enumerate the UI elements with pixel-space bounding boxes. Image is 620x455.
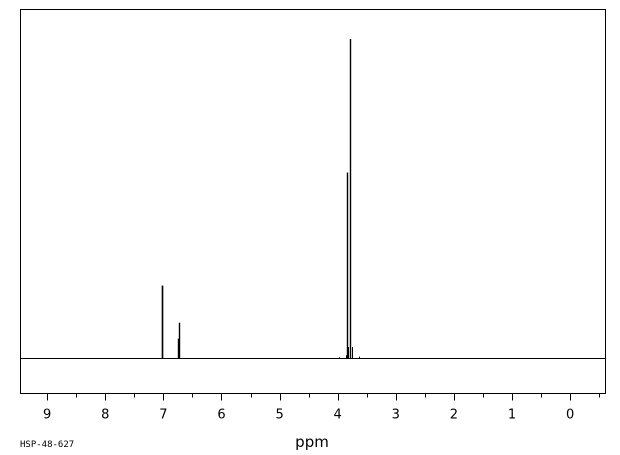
x-tick-label: 5 [275, 408, 283, 423]
x-tick-label: 9 [43, 408, 51, 423]
x-tick-label: 0 [566, 408, 574, 423]
x-tick-label: 3 [392, 408, 400, 423]
x-axis-ticks: 9 8 7 6 5 4 3 2 1 0 [43, 393, 600, 423]
x-tick-label: 4 [334, 408, 342, 423]
sample-code-label: HSP-48-627 [20, 440, 74, 450]
x-tick-label: 6 [217, 408, 225, 423]
plot-frame [20, 9, 606, 394]
x-tick-label: 1 [508, 408, 516, 423]
x-tick-label: 8 [101, 408, 109, 423]
x-tick-label: 2 [450, 408, 458, 423]
x-axis-label: ppm [295, 433, 329, 451]
peaks-layer [161, 39, 360, 359]
x-tick-label: 7 [159, 408, 167, 423]
